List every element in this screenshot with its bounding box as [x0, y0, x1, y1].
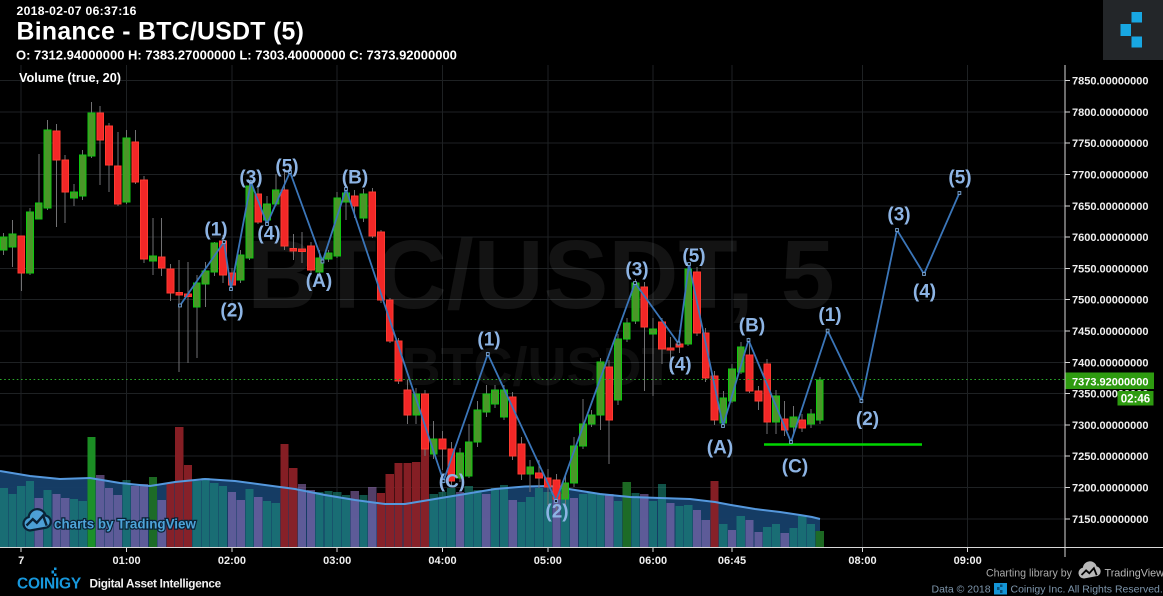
svg-text:02:46: 02:46 [1121, 393, 1150, 405]
svg-text:7200.00000000: 7200.00000000 [1072, 483, 1148, 495]
svg-text:7400.00000000: 7400.00000000 [1072, 357, 1148, 369]
svg-text:08:00: 08:00 [848, 555, 876, 567]
svg-text:06:45: 06:45 [718, 555, 746, 567]
svg-text:7550.00000000: 7550.00000000 [1072, 263, 1148, 275]
svg-text:COINIGY: COINIGY [17, 576, 82, 593]
svg-text:(5): (5) [682, 246, 705, 267]
svg-text:(3): (3) [887, 205, 910, 226]
svg-text:7150.00000000: 7150.00000000 [1072, 514, 1148, 526]
svg-text:BTC/USDT, 5: BTC/USDT, 5 [247, 220, 834, 329]
svg-text:7800.00000000: 7800.00000000 [1072, 107, 1148, 119]
svg-text:(5): (5) [948, 168, 971, 189]
svg-text:7373.92000000: 7373.92000000 [1072, 376, 1148, 388]
svg-text:O: 7312.94000000 H: 7383.27000: O: 7312.94000000 H: 7383.27000000 L: 730… [16, 47, 457, 62]
svg-text:01:00: 01:00 [113, 555, 141, 567]
svg-text:(5): (5) [275, 157, 298, 178]
svg-text:(B): (B) [739, 316, 765, 337]
svg-text:BTC/USDT: BTC/USDT [402, 337, 675, 397]
svg-text:Volume (true, 20): Volume (true, 20) [19, 71, 121, 85]
svg-text:(2): (2) [545, 502, 568, 523]
svg-text:7750.00000000: 7750.00000000 [1072, 138, 1148, 150]
svg-text:(1): (1) [818, 305, 841, 326]
svg-text:7650.00000000: 7650.00000000 [1072, 201, 1148, 213]
svg-text:7: 7 [18, 555, 24, 567]
svg-text:(2): (2) [856, 409, 879, 430]
svg-text:(3): (3) [625, 260, 648, 281]
svg-text:TradingView: TradingView [1105, 568, 1163, 580]
svg-text:05:00: 05:00 [534, 555, 562, 567]
svg-text:(C): (C) [782, 457, 808, 478]
svg-text:09:00: 09:00 [954, 555, 982, 567]
svg-text:7850.00000000: 7850.00000000 [1072, 76, 1148, 88]
svg-text:(4): (4) [668, 355, 691, 376]
svg-text:7500.00000000: 7500.00000000 [1072, 295, 1148, 307]
svg-text:2018-02-07 06:37:16: 2018-02-07 06:37:16 [17, 4, 137, 18]
svg-text:7600.00000000: 7600.00000000 [1072, 232, 1148, 244]
svg-text:Data © 2018: Data © 2018 [932, 584, 991, 596]
svg-text:(C): (C) [439, 472, 465, 493]
svg-text:(4): (4) [257, 224, 280, 245]
svg-text:Charting library by: Charting library by [986, 568, 1073, 580]
svg-text:(B): (B) [342, 168, 368, 189]
svg-text:03:00: 03:00 [323, 555, 351, 567]
svg-text:04:00: 04:00 [428, 555, 456, 567]
svg-text:Digital Asset Intelligence: Digital Asset Intelligence [90, 577, 222, 591]
svg-text:(1): (1) [477, 330, 500, 351]
svg-text:7700.00000000: 7700.00000000 [1072, 170, 1148, 182]
svg-text:(A): (A) [707, 438, 733, 459]
svg-text:7250.00000000: 7250.00000000 [1072, 451, 1148, 463]
svg-text:(3): (3) [239, 168, 262, 189]
svg-text:(A): (A) [306, 271, 332, 292]
svg-text:02:00: 02:00 [218, 555, 246, 567]
svg-text:Binance - BTC/USDT (5): Binance - BTC/USDT (5) [17, 19, 305, 46]
svg-text:charts by TradingView: charts by TradingView [54, 517, 196, 532]
svg-text:Coinigy Inc. All Rights Reserv: Coinigy Inc. All Rights Reserved. [1011, 584, 1163, 596]
svg-text:(2): (2) [220, 301, 243, 322]
svg-text:7300.00000000: 7300.00000000 [1072, 420, 1148, 432]
svg-text:(1): (1) [204, 220, 227, 241]
svg-text:7450.00000000: 7450.00000000 [1072, 326, 1148, 338]
svg-text:06:00: 06:00 [639, 555, 667, 567]
svg-text:(4): (4) [913, 282, 936, 303]
